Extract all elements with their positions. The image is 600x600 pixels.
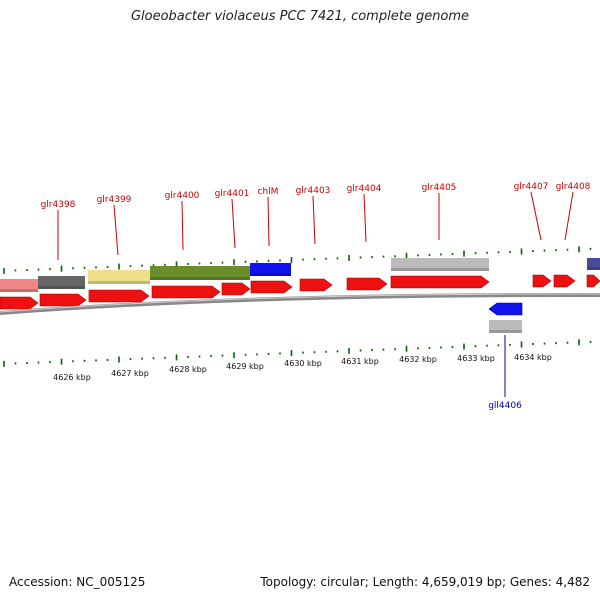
cds-arrow-forward xyxy=(151,285,221,299)
cds-arrow-forward xyxy=(0,296,39,310)
label-leader-lines xyxy=(57,191,574,397)
kbp-label-4634: 4634 kbp xyxy=(514,353,552,362)
gene-label-glr4403: glr4403 xyxy=(296,186,331,196)
feature-block-light-gray xyxy=(391,258,489,271)
kbp-label-4627: 4627 kbp xyxy=(111,369,149,378)
kbp-label-4633: 4633 kbp xyxy=(457,354,495,363)
genome-backbone-highlight xyxy=(0,293,600,313)
cds-arrow-forward xyxy=(586,274,600,288)
feature-block-khaki xyxy=(88,270,150,284)
genome-summary-text: Topology: circular; Length: 4,659,019 bp… xyxy=(260,575,590,589)
gene-label-glr4404: glr4404 xyxy=(347,184,382,194)
bottom-tick-track xyxy=(3,339,592,367)
kbp-labels: 4626 kbp 4627 kbp 4628 kbp 4629 kbp 4630… xyxy=(53,353,552,382)
accession-text: Accession: NC_005125 xyxy=(9,575,146,589)
gene-label-gll4406: gll4406 xyxy=(488,401,522,411)
cds-arrow-forward xyxy=(299,278,333,292)
feature-block-blue-shade xyxy=(250,273,291,276)
map-title: Gloeobacter violaceus PCC 7421, complete… xyxy=(130,9,470,24)
gene-label-chlM: chlM xyxy=(258,187,279,197)
feature-block-olive xyxy=(150,266,250,280)
label-leader-line xyxy=(181,200,184,251)
cds-arrow-forward xyxy=(88,289,150,303)
feature-block-dark-gray xyxy=(38,276,85,289)
gene-label-glr4408: glr4408 xyxy=(556,182,591,192)
label-leader-line xyxy=(231,198,236,249)
feature-track xyxy=(0,258,600,333)
feature-block-blue xyxy=(250,263,291,276)
cds-arrow-forward xyxy=(39,293,87,307)
gene-label-glr4401: glr4401 xyxy=(215,189,250,199)
feature-block-dark-gray-shade xyxy=(38,286,85,289)
cds-arrow-forward xyxy=(250,280,293,294)
label-leader-line xyxy=(530,191,542,241)
label-leader-line xyxy=(312,195,316,245)
gene-label-glr4405: glr4405 xyxy=(422,183,457,193)
feature-block-light-gray-lower-shade xyxy=(489,330,522,333)
gene-label-glr4407: glr4407 xyxy=(514,182,549,192)
gene-label-glr4399: glr4399 xyxy=(97,195,132,205)
genome-backbone xyxy=(0,292,600,315)
feature-block-olive-shade xyxy=(150,277,250,280)
feature-block-pink-shade xyxy=(0,289,38,292)
cds-arrow-forward xyxy=(221,282,251,296)
cds-arrow-reverse xyxy=(488,302,523,316)
cds-arrow-forward xyxy=(553,274,576,288)
cds-arrow-forward xyxy=(390,275,490,289)
feature-block-light-gray-shade xyxy=(391,268,489,271)
label-leader-line xyxy=(564,191,574,241)
kbp-label-4631: 4631 kbp xyxy=(341,357,379,366)
kbp-label-4628: 4628 kbp xyxy=(169,365,207,374)
feature-block-navy xyxy=(587,258,600,270)
label-leader-line xyxy=(267,196,270,247)
label-leader-line xyxy=(363,193,367,243)
cds-arrow-forward xyxy=(346,277,388,291)
feature-block-khaki-shade xyxy=(88,281,150,284)
feature-block-navy-shade xyxy=(587,267,600,270)
kbp-label-4630: 4630 kbp xyxy=(284,359,322,368)
kbp-label-4626: 4626 kbp xyxy=(53,373,91,382)
gene-label-glr4398: glr4398 xyxy=(41,200,76,210)
feature-block-pink xyxy=(0,279,38,292)
feature-block-light-gray-lower xyxy=(489,320,522,333)
kbp-label-4629: 4629 kbp xyxy=(226,362,264,371)
cds-arrow-forward xyxy=(532,274,552,288)
top-tick-track xyxy=(3,246,592,274)
label-leader-line xyxy=(113,204,119,256)
kbp-label-4632: 4632 kbp xyxy=(399,355,437,364)
gene-labels: glr4398 glr4399 glr4400 glr4401 chlM glr… xyxy=(41,182,591,411)
gene-label-glr4400: glr4400 xyxy=(165,191,200,201)
